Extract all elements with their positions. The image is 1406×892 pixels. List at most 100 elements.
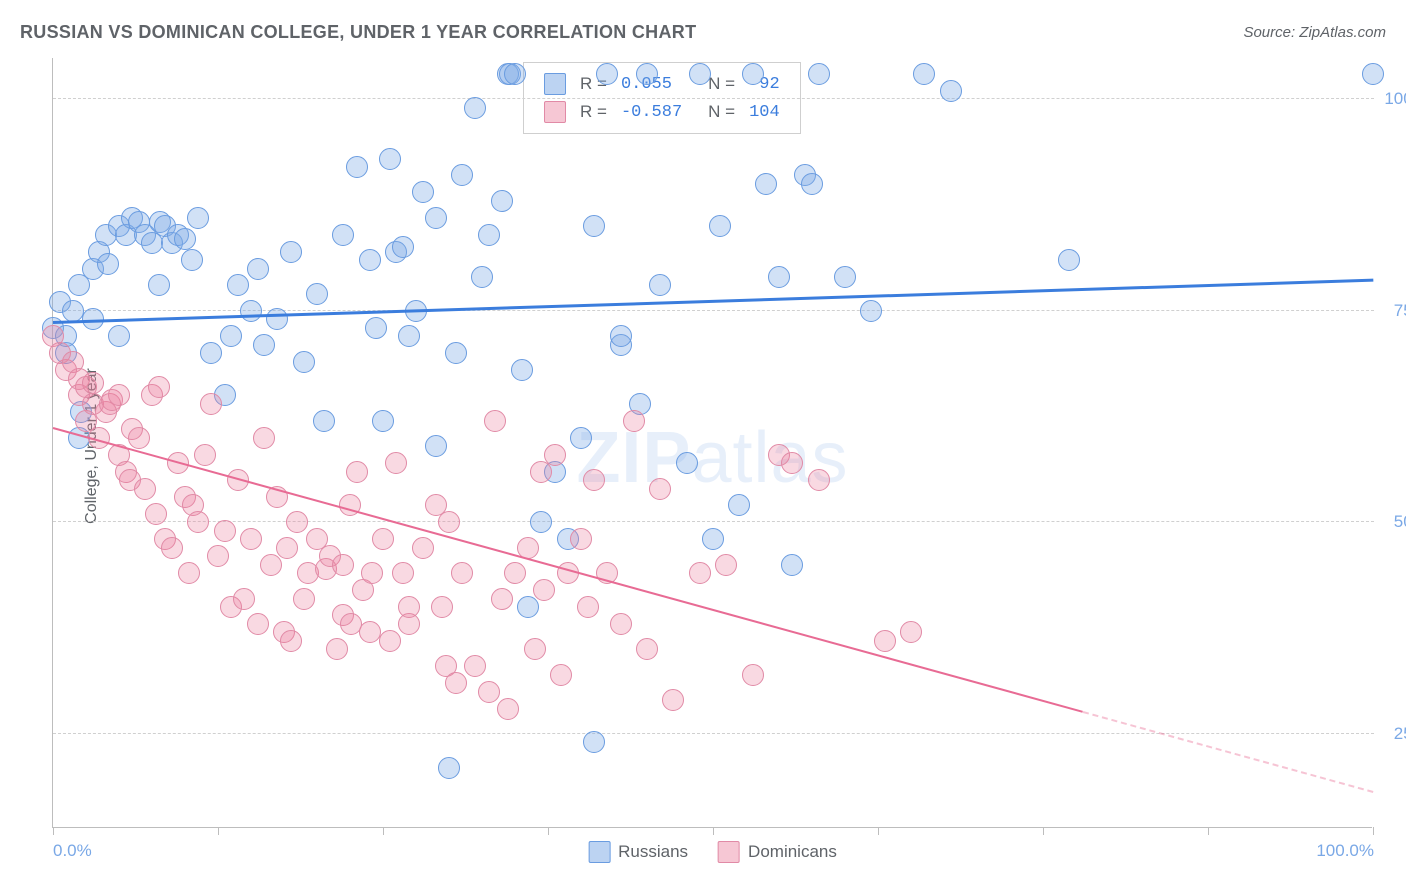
scatter-point [346, 461, 368, 483]
series-legend: Russians Dominicans [588, 841, 837, 863]
scatter-point [742, 63, 764, 85]
scatter-point [379, 148, 401, 170]
scatter-point [689, 562, 711, 584]
scatter-point [533, 579, 555, 601]
scatter-point [365, 317, 387, 339]
scatter-point [253, 334, 275, 356]
scatter-point [689, 63, 711, 85]
scatter-point [306, 283, 328, 305]
scatter-point [280, 630, 302, 652]
scatter-point [392, 236, 414, 258]
scatter-point [451, 164, 473, 186]
scatter-point [187, 511, 209, 533]
legend-item: Russians [588, 841, 688, 863]
scatter-point [372, 528, 394, 550]
trend-line [1082, 711, 1373, 793]
scatter-point [709, 215, 731, 237]
scatter-point [550, 664, 572, 686]
scatter-point [398, 596, 420, 618]
scatter-point [276, 537, 298, 559]
scatter-point [332, 554, 354, 576]
scatter-point [491, 190, 513, 212]
scatter-point [742, 664, 764, 686]
x-tick [878, 827, 879, 835]
scatter-point [392, 562, 414, 584]
scatter-point [97, 253, 119, 275]
scatter-point [178, 562, 200, 584]
scatter-point [715, 554, 737, 576]
scatter-point [781, 452, 803, 474]
scatter-point [332, 224, 354, 246]
scatter-point [808, 63, 830, 85]
scatter-point [438, 511, 460, 533]
scatter-point [200, 393, 222, 415]
scatter-point [145, 503, 167, 525]
scatter-point [544, 444, 566, 466]
scatter-point [240, 300, 262, 322]
scatter-point [62, 300, 84, 322]
y-tick-label: 25.0% [1384, 724, 1406, 744]
scatter-point [174, 228, 196, 250]
scatter-point [214, 520, 236, 542]
scatter-point [181, 249, 203, 271]
scatter-point [808, 469, 830, 491]
scatter-point [504, 63, 526, 85]
legend-n-value: 104 [743, 99, 786, 125]
scatter-point [583, 215, 605, 237]
scatter-point [372, 410, 394, 432]
scatter-point [596, 63, 618, 85]
scatter-point [425, 435, 447, 457]
x-tick [1043, 827, 1044, 835]
scatter-point [570, 528, 592, 550]
source-label: Source: ZipAtlas.com [1243, 24, 1386, 41]
scatter-point [768, 266, 790, 288]
scatter-point [1058, 249, 1080, 271]
scatter-point [240, 528, 262, 550]
scatter-point [913, 63, 935, 85]
scatter-point [247, 613, 269, 635]
gridline [53, 98, 1374, 99]
scatter-point [398, 325, 420, 347]
scatter-point [313, 410, 335, 432]
scatter-point [200, 342, 222, 364]
scatter-point [834, 266, 856, 288]
legend-label: Russians [618, 842, 688, 862]
gridline [53, 733, 1374, 734]
scatter-point [610, 325, 632, 347]
scatter-point [583, 731, 605, 753]
y-tick-label: 100.0% [1374, 89, 1406, 109]
scatter-point [781, 554, 803, 576]
scatter-point [385, 452, 407, 474]
legend-item: Dominicans [718, 841, 837, 863]
scatter-point [286, 511, 308, 533]
scatter-point [326, 638, 348, 660]
scatter-point [874, 630, 896, 652]
scatter-point [530, 511, 552, 533]
scatter-point [451, 562, 473, 584]
scatter-point [359, 249, 381, 271]
scatter-point [361, 562, 383, 584]
scatter-point [346, 156, 368, 178]
scatter-point [359, 621, 381, 643]
scatter-point [247, 258, 269, 280]
scatter-point [412, 181, 434, 203]
scatter-point [438, 757, 460, 779]
scatter-point [504, 562, 526, 584]
scatter-point [636, 63, 658, 85]
scatter-point [583, 469, 605, 491]
x-axis-max-label: 100.0% [1316, 841, 1374, 861]
scatter-point [148, 376, 170, 398]
x-tick [218, 827, 219, 835]
plot-area: ZIPatlas 0.0% 100.0% R =0.055N =92R =-0.… [52, 58, 1372, 828]
scatter-point [636, 638, 658, 660]
scatter-point [220, 325, 242, 347]
x-tick [383, 827, 384, 835]
scatter-point [801, 173, 823, 195]
scatter-point [478, 224, 500, 246]
chart-title: RUSSIAN VS DOMINICAN COLLEGE, UNDER 1 YE… [20, 22, 696, 43]
scatter-point [860, 300, 882, 322]
scatter-point [524, 638, 546, 660]
scatter-point [702, 528, 724, 550]
scatter-point [82, 372, 104, 394]
x-tick [1373, 827, 1374, 835]
